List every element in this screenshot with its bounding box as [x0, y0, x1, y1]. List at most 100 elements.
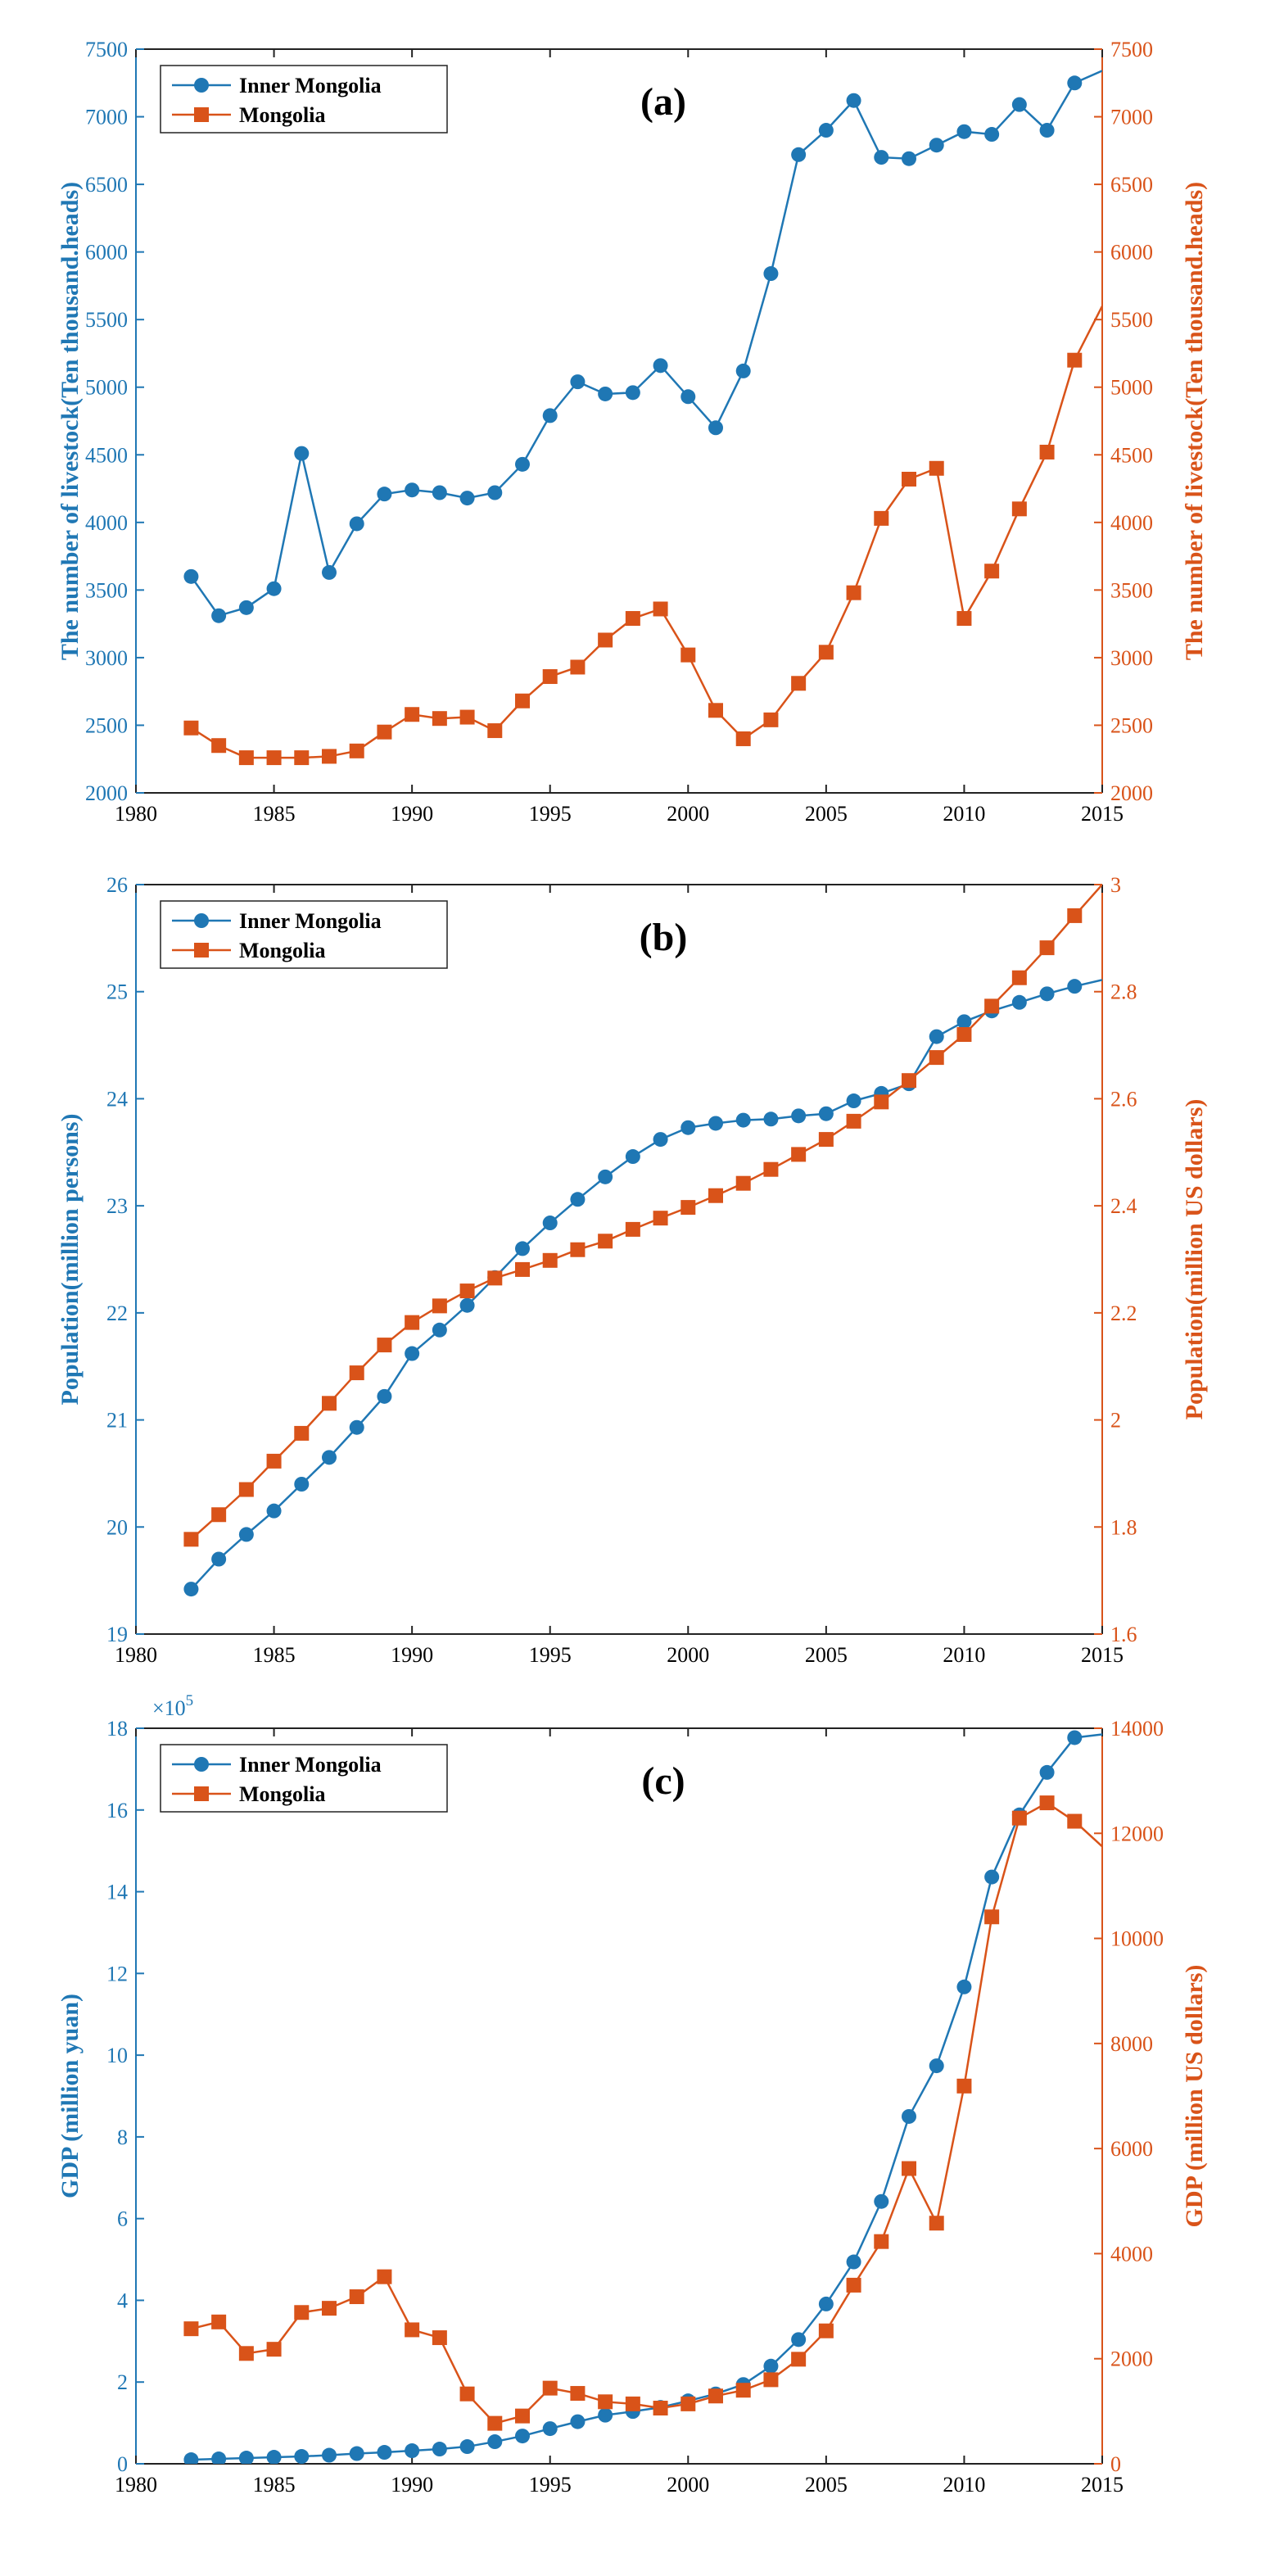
- panel-a-livestock-chart: 1980 1985 1990 1995 2000 2005 2010 201520002500…: [57, 38, 1208, 826]
- inner-mongolia-point: [211, 1551, 227, 1567]
- inner-mongolia-point: [763, 266, 779, 282]
- inner-mongolia-point: [818, 1106, 834, 1121]
- mongolia-point: [846, 585, 861, 600]
- y-left-tick-label: 7500: [85, 38, 128, 61]
- mongolia-point: [266, 2342, 282, 2357]
- legend-marker-inner-mongolia: [194, 78, 209, 93]
- y-right-tick-label: 7500: [1110, 38, 1153, 61]
- mongolia-point: [377, 1338, 392, 1353]
- mongolia-point: [791, 676, 807, 691]
- y-left-tick-label: 2000: [85, 781, 128, 805]
- inner-mongolia-point: [653, 1132, 668, 1148]
- mongolia-point: [598, 632, 613, 648]
- y-left-tick-label: 2500: [85, 713, 128, 737]
- x-tick-label: 1990: [391, 2473, 433, 2497]
- mongolia-point: [956, 611, 972, 627]
- inner-mongolia-point: [542, 408, 558, 423]
- inner-mongolia-point: [956, 1014, 972, 1030]
- mongolia-point: [1039, 940, 1055, 956]
- y-right-tick-label: 4000: [1110, 2242, 1153, 2266]
- inner-mongolia-point: [1067, 1730, 1083, 1745]
- inner-mongolia-point: [598, 1169, 613, 1184]
- inner-mongolia-point: [183, 2452, 199, 2464]
- y-right-tick-label: 12000: [1110, 1822, 1164, 1845]
- x-tick-label: 2010: [943, 1643, 985, 1667]
- mongolia-point: [902, 2161, 916, 2176]
- mongolia-point: [238, 750, 254, 766]
- inner-mongolia-line: [191, 1733, 1102, 2461]
- inner-mongolia-point: [708, 420, 723, 436]
- mongolia-point: [377, 2269, 392, 2284]
- inner-mongolia-point: [956, 124, 972, 139]
- inner-mongolia-point: [984, 127, 1000, 143]
- inner-mongolia-point: [818, 123, 834, 138]
- x-tick-label: 1995: [529, 2473, 572, 2497]
- y-left-tick-label: 4000: [85, 511, 128, 535]
- y-right-tick-label: 1.6: [1110, 1623, 1137, 1646]
- mongolia-point: [349, 2289, 364, 2305]
- mongolia-point: [294, 2305, 310, 2320]
- y-left-tick-label: 4500: [85, 443, 128, 467]
- mongolia-point: [183, 1532, 199, 1547]
- y-left-tick-label: 8: [117, 2126, 128, 2149]
- y-right-tick-label: 2.4: [1110, 1194, 1137, 1218]
- mongolia-point: [735, 2383, 751, 2398]
- inner-mongolia-point: [211, 2452, 227, 2464]
- mongolia-point: [266, 750, 282, 766]
- inner-mongolia-point: [598, 2407, 613, 2423]
- mongolia-point: [322, 2301, 337, 2316]
- mongolia-point: [322, 1396, 337, 1411]
- mongolia-point: [570, 659, 586, 675]
- mongolia-point: [183, 2321, 199, 2337]
- x-tick-label: 1995: [529, 1643, 572, 1667]
- y-left-tick-label: 3000: [85, 646, 128, 670]
- y-right-tick-label: 8000: [1110, 2032, 1153, 2056]
- y-left-tick-label: 5000: [85, 376, 128, 400]
- mongolia-point: [349, 743, 364, 758]
- mongolia-line: [190, 885, 1102, 1541]
- inner-mongolia-point: [405, 1346, 420, 1361]
- inner-mongolia-point: [929, 138, 944, 153]
- y-left-tick-label: 20: [106, 1515, 128, 1539]
- mongolia-point: [653, 2401, 668, 2416]
- x-tick-label: 2010: [943, 802, 985, 826]
- inner-mongolia-point: [791, 1108, 807, 1124]
- inner-mongolia-point: [846, 1093, 861, 1109]
- mongolia-point: [211, 738, 227, 754]
- inner-mongolia-point: [515, 1241, 530, 1256]
- inner-mongolia-point: [680, 1120, 696, 1135]
- legend-marker-mongolia: [194, 943, 209, 958]
- y-left-exponent-label: ×105: [152, 1692, 193, 1720]
- mongolia-point: [846, 1113, 861, 1129]
- mongolia-point: [902, 471, 916, 487]
- y-left-axis-label: The number of livestock(Ten thousand.hea…: [57, 182, 84, 660]
- y-right-axis-label: GDP (million US dollars): [1181, 1965, 1208, 2228]
- inner-mongolia-point: [405, 2443, 420, 2459]
- inner-mongolia-point: [653, 358, 668, 373]
- mongolia-point: [405, 2322, 420, 2338]
- inner-mongolia-point: [211, 608, 227, 623]
- x-tick-label: 2000: [667, 1643, 709, 1667]
- mongolia-point: [459, 709, 475, 725]
- inner-mongolia-point: [515, 2429, 530, 2444]
- mongolia-point: [1039, 444, 1055, 460]
- x-tick-label: 2000: [667, 802, 709, 826]
- y-left-tick-label: 14: [106, 1881, 128, 1904]
- inner-mongolia-point: [266, 2450, 282, 2464]
- mongolia-point: [1011, 1810, 1027, 1826]
- inner-mongolia-point: [625, 385, 640, 401]
- y-right-tick-label: 2500: [1110, 713, 1153, 737]
- y-left-tick-label: 16: [106, 1799, 128, 1822]
- mongolia-point: [238, 2346, 254, 2361]
- mongolia-point: [763, 712, 779, 727]
- y-left-axis-label: GDP (million yuan): [57, 1994, 84, 2198]
- y-right-tick-label: 2.2: [1110, 1302, 1137, 1325]
- mongolia-point: [294, 1425, 310, 1441]
- mongolia-point: [680, 647, 696, 663]
- legend-label-mongolia: Mongolia: [239, 103, 325, 127]
- inner-mongolia-point: [570, 374, 586, 390]
- y-right-tick-label: 4500: [1110, 443, 1153, 467]
- y-left-tick-label: 4: [117, 2289, 128, 2312]
- inner-mongolia-point: [874, 150, 889, 165]
- y-right-tick-label: 6000: [1110, 241, 1153, 265]
